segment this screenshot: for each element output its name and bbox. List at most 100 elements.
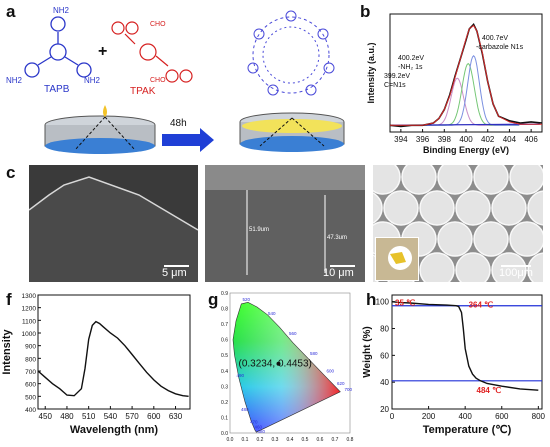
hole: [473, 165, 509, 195]
tpak-cho-top: CHO: [150, 21, 166, 28]
scale-bar-c: [164, 265, 189, 267]
tapb-nh2-right: NH2: [84, 76, 101, 85]
y-axis-title: Intensity: [1, 329, 13, 375]
y-tick-label: 800: [25, 356, 36, 363]
reaction-time: 48h: [170, 118, 187, 129]
scale-text-e: 100μm: [499, 267, 533, 279]
y-tick-label: 900: [25, 344, 36, 351]
annotation-carbazole-2: -carbazole N1s: [476, 44, 524, 51]
pl-chart: 450 480 510 540 570 600 630 400 500 600 700 800 900 1…: [1, 293, 191, 436]
hole: [401, 165, 437, 195]
y-tick-label: 0.9: [221, 291, 228, 297]
x-axis-title: Wavelength (nm): [70, 424, 159, 436]
x-tick-label: 0.8: [347, 437, 354, 443]
panel-a-scheme: NH2 NH2 NH2 TAPB + CHO CHO TPAK 48h: [6, 6, 214, 154]
panel-label-a: a: [6, 2, 16, 21]
annotation-nh2-2: -NH₂ 1s: [398, 64, 423, 71]
wavelength-label: 380: [258, 429, 266, 434]
x-tick-label: 800: [532, 412, 546, 421]
x-tick-label: 450: [39, 412, 53, 421]
x-tick-label: 406: [524, 135, 538, 144]
y-tick-label: 0.8: [221, 307, 228, 313]
y-tick-label: 1100: [22, 318, 36, 325]
wavelength-label: 490: [237, 373, 245, 378]
y-tick-label: 0.2: [221, 400, 228, 406]
wavelength-label: 620: [337, 381, 345, 386]
film-photo-inset: [375, 237, 419, 281]
y-tick-label: 0.4: [221, 369, 228, 375]
y-tick-label: 500: [25, 394, 36, 401]
y-tick-label: 0.0: [221, 431, 228, 437]
panel-label-g: g: [208, 290, 219, 309]
x-tick-label: 200: [422, 412, 436, 421]
wavelength-label: 520: [243, 297, 251, 302]
fit-component-2: [422, 55, 520, 126]
annotation-35: 35 ℃: [395, 299, 415, 308]
sem-image-e: 100μm: [373, 165, 543, 282]
y-tick-label: 20: [380, 405, 389, 414]
y-tick-label: 1200: [22, 306, 37, 313]
x-tick-label: 396: [416, 135, 430, 144]
x-tick-label: 480: [60, 412, 74, 421]
x-axis-title: Temperature (℃): [423, 424, 512, 436]
y-tick-label: 0.3: [221, 384, 228, 390]
hole: [473, 221, 509, 257]
hole: [527, 252, 543, 282]
wavelength-label: 580: [310, 351, 318, 356]
x-tick-label: 404: [503, 135, 517, 144]
fit-line: [390, 24, 542, 126]
tapb-structure: [24, 16, 92, 78]
scale-bar-e: [501, 265, 531, 267]
cie-gamut-overlay: [232, 301, 341, 433]
x-tick-label: 0.3: [272, 437, 279, 443]
plot-frame: [391, 294, 543, 410]
sem-image-d: 51.9um 47.3um 10 μm: [205, 165, 365, 282]
x-tick-label: 398: [438, 135, 452, 144]
pl-series-line: [37, 320, 189, 397]
x-tick-label: 600: [495, 412, 509, 421]
plus-sign: +: [98, 43, 107, 60]
panel-a-product: [239, 10, 345, 152]
hole: [373, 192, 383, 224]
thickness-label-2: 47.3um: [327, 235, 348, 241]
plot-frame: [37, 294, 191, 410]
x-tick-label: 0: [390, 412, 395, 421]
hole: [491, 252, 527, 282]
y-tick-label: 40: [380, 378, 389, 387]
sem-image-c: 5 μm: [29, 165, 198, 282]
x-tick-label: 0.2: [257, 437, 264, 443]
x-tick-label: 0.1: [242, 437, 249, 443]
hole: [455, 190, 491, 226]
scale-text-c: 5 μm: [162, 267, 187, 279]
x-tick-label: 0.7: [332, 437, 339, 443]
panel-label-b: b: [360, 2, 371, 21]
droplet-icon: [103, 105, 107, 117]
x-tick-label: 630: [169, 412, 183, 421]
hole: [419, 190, 455, 226]
x-tick-label: 0.4: [287, 437, 294, 443]
x-tick-label: 394: [394, 135, 408, 144]
tapb-label: TAPB: [44, 84, 70, 95]
scale-bar-d: [330, 265, 355, 267]
panel-label-h: h: [366, 290, 377, 309]
y-tick-label: 80: [380, 325, 389, 334]
wavelength-label: 540: [268, 311, 276, 316]
y-axis-title: Weight (%): [362, 326, 373, 377]
plot-frame: [389, 13, 543, 133]
panel-label-f: f: [6, 290, 12, 309]
tpak-cho-bottom: CHO: [150, 77, 166, 84]
x-tick-label: 400: [459, 135, 473, 144]
cie-chart: 0.0 0.1 0.2 0.3 0.4 0.5 0.6 0.7 0.8 0.0 0.1 0.2 0.3 0…: [221, 291, 354, 443]
hole: [437, 165, 473, 195]
xps-chart: 394 396 398 400 402 404 406 Binding Energy (eV)…: [366, 13, 543, 155]
annotation-nh2: 400.2eV: [398, 55, 424, 62]
cof-network-icon: [247, 10, 335, 96]
x-tick-label: 570: [125, 412, 139, 421]
x-tick-label: 0.0: [227, 437, 234, 443]
film-layer: [242, 119, 342, 133]
thickness-label-1: 51.9um: [249, 227, 270, 233]
y-tick-label: 0.6: [221, 338, 228, 344]
annotation-carbazole: 400.7eV: [482, 35, 508, 42]
y-tick-label: 400: [25, 407, 36, 414]
tapb-nh2-top: NH2: [53, 6, 70, 15]
